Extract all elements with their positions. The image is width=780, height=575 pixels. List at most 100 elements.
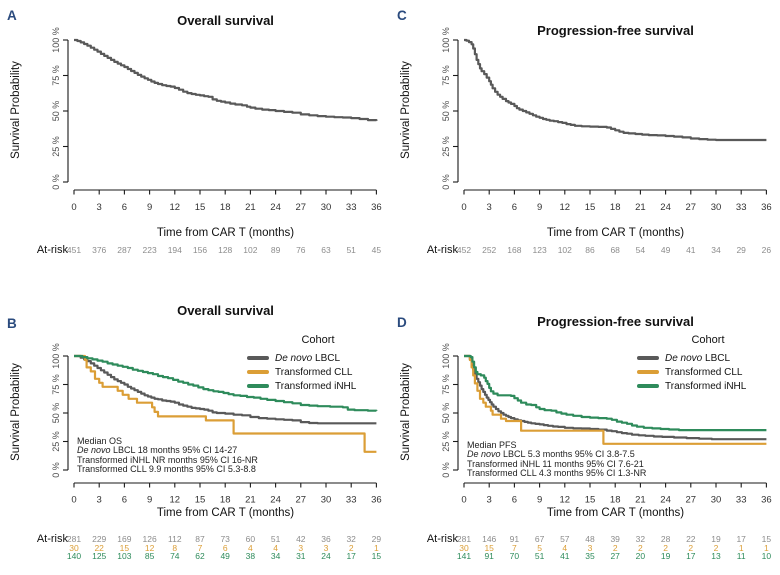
x-axis-tick-label: 21 bbox=[635, 495, 646, 506]
legend-swatch-green bbox=[637, 384, 659, 388]
at-risk-value: 287 bbox=[117, 245, 132, 255]
y-axis-tick-label: 100 % bbox=[51, 343, 61, 369]
at-risk-value: 376 bbox=[92, 245, 107, 255]
panel-d-progression-free-survival-by-cohort: D Progression-free survival Survival Pro… bbox=[390, 290, 780, 575]
x-axis-tick-label: 27 bbox=[686, 202, 697, 213]
at-risk-value: 57 bbox=[560, 534, 570, 544]
at-risk-value: 63 bbox=[321, 245, 331, 255]
at-risk-value: 3 bbox=[298, 542, 304, 553]
legend-entry-transformed-cll: Transformed CLL bbox=[247, 365, 389, 379]
x-axis-tick-label: 0 bbox=[461, 495, 466, 506]
x-axis-tick-label: 33 bbox=[346, 495, 357, 506]
at-risk-value: 91 bbox=[509, 534, 520, 544]
at-risk-value: 223 bbox=[142, 245, 157, 255]
legend-entry-label: Transformed CLL bbox=[665, 366, 743, 378]
km-plot: 0 %25 %50 %75 %100 %0 3 6 9 12 15 18 21 24 27 30 33… bbox=[441, 343, 772, 506]
x-axis-tick-label: 33 bbox=[346, 202, 357, 213]
at-risk-value: 128 bbox=[218, 245, 233, 255]
cohort-legend: Cohort De novo LBCL Transformed CLL Tran… bbox=[637, 334, 779, 393]
y-axis-tick-label: 25 % bbox=[441, 136, 451, 157]
at-risk-value: 7 bbox=[197, 542, 203, 553]
at-risk-value: 451 bbox=[66, 245, 82, 255]
at-risk-value: 112 bbox=[168, 534, 182, 544]
at-risk-value: 13 bbox=[711, 551, 721, 562]
x-axis-tick-label: 9 bbox=[537, 495, 542, 506]
x-axis-label: Time from CAR T (months) bbox=[156, 507, 295, 519]
at-risk-value: 6 bbox=[222, 542, 228, 553]
panel-letter-b: B bbox=[7, 316, 17, 331]
annotation-line: De novo LBCL 5.3 months 95% CI 3.8-7.5 bbox=[467, 449, 635, 460]
y-axis-tick-label: 0 % bbox=[441, 462, 451, 478]
x-axis-tick-label: 36 bbox=[761, 202, 772, 213]
at-risk-value: 146 bbox=[482, 534, 497, 544]
at-risk-value: 1 bbox=[374, 542, 379, 553]
legend-entry-label: De novo LBCL bbox=[275, 352, 341, 364]
x-axis-tick-label: 15 bbox=[195, 202, 206, 213]
y-axis-tick-label: 25 % bbox=[51, 136, 61, 157]
at-risk-value: 17 bbox=[736, 534, 746, 544]
annotation-line: Median OS bbox=[77, 436, 123, 446]
at-risk-value: 12 bbox=[144, 542, 155, 553]
at-risk-value: 2 bbox=[688, 542, 694, 553]
at-risk-value: 24 bbox=[321, 551, 331, 562]
y-axis-tick-label: 100 % bbox=[441, 343, 451, 369]
legend-entry-de-novo-lbcl: De novo LBCL bbox=[247, 351, 389, 365]
at-risk-value: 45 bbox=[371, 245, 382, 255]
at-risk-value: 41 bbox=[686, 245, 696, 255]
legend-swatch-orange bbox=[247, 370, 269, 374]
x-axis-tick-label: 33 bbox=[736, 202, 747, 213]
at-risk-value: 141 bbox=[456, 551, 472, 562]
x-axis-tick-label: 3 bbox=[97, 495, 102, 506]
legend-entry-label: Transformed iNHL bbox=[665, 380, 747, 392]
panel-letter-d: D bbox=[397, 315, 407, 330]
legend-title: Cohort bbox=[301, 334, 335, 346]
km-plot: 0 %25 %50 %75 %100 %0 3 6 9 12 15 18 21 24 27 30 33… bbox=[51, 343, 382, 506]
at-risk-value: 35 bbox=[585, 551, 595, 562]
at-risk-value: 54 bbox=[635, 245, 646, 255]
x-axis-tick-label: 6 bbox=[512, 495, 517, 506]
at-risk-value: 2 bbox=[348, 542, 354, 553]
legend-entry-transformed-inhl: Transformed iNHL bbox=[247, 379, 389, 393]
at-risk-value: 19 bbox=[711, 534, 721, 544]
at-risk-value: 34 bbox=[270, 551, 281, 562]
at-risk-value: 38 bbox=[245, 551, 256, 562]
at-risk-value: 281 bbox=[66, 534, 82, 544]
legend-entry-transformed-inhl: Transformed iNHL bbox=[637, 379, 779, 393]
at-risk-value: 5 bbox=[537, 542, 542, 553]
x-axis-tick-label: 15 bbox=[585, 202, 596, 213]
at-risk-value: 194 bbox=[167, 245, 182, 255]
panel-c-progression-free-survival: C Progression-free survival Survival Pro… bbox=[390, 0, 780, 290]
legend-entry-label: De novo LBCL bbox=[665, 352, 731, 364]
legend-entry-transformed-cll: Transformed CLL bbox=[637, 365, 779, 379]
x-axis-tick-label: 30 bbox=[321, 495, 332, 506]
at-risk-value: 8 bbox=[172, 542, 178, 553]
y-axis-tick-label: 100 % bbox=[51, 27, 61, 53]
x-axis-tick-label: 18 bbox=[610, 495, 621, 506]
at-risk-value: 4 bbox=[248, 542, 253, 553]
x-axis-tick-label: 21 bbox=[635, 202, 646, 213]
at-risk-value: 2 bbox=[663, 542, 668, 553]
km-curve-transformed-cll bbox=[464, 354, 767, 445]
at-risk-value: 89 bbox=[270, 245, 281, 255]
km-curve-de-novo-lbcl bbox=[464, 354, 767, 441]
y-axis-tick-label: 50 % bbox=[441, 403, 451, 424]
at-risk-value: 51 bbox=[270, 534, 281, 544]
at-risk-value: 140 bbox=[66, 551, 82, 562]
legend-entry-label: Transformed iNHL bbox=[275, 380, 357, 392]
at-risk-value: 229 bbox=[92, 534, 107, 544]
at-risk-value: 22 bbox=[686, 534, 696, 544]
at-risk-value: 86 bbox=[585, 245, 595, 255]
at-risk-table: 281 146 91 67 57 48 39 32 28 22 19 17 15 30 15 7 5 4 3 2 2 2 2… bbox=[390, 290, 780, 575]
km-curve-transformed-cll bbox=[74, 354, 377, 453]
at-risk-value: 91 bbox=[484, 551, 494, 562]
panel-a-overall-survival: A Overall survival Survival Probability … bbox=[0, 0, 390, 290]
at-risk-value: 60 bbox=[245, 534, 256, 544]
at-risk-value: 15 bbox=[119, 542, 130, 553]
at-risk-value: 3 bbox=[587, 542, 593, 553]
annotation-line: Median PFS bbox=[467, 440, 517, 450]
panel-letter-a: A bbox=[7, 8, 17, 23]
at-risk-value: 22 bbox=[94, 542, 104, 553]
annotation-line: Transformed iNHL 11 months 95% CI 7.6-21 bbox=[467, 458, 644, 469]
at-risk-label: At-risk bbox=[36, 533, 68, 545]
